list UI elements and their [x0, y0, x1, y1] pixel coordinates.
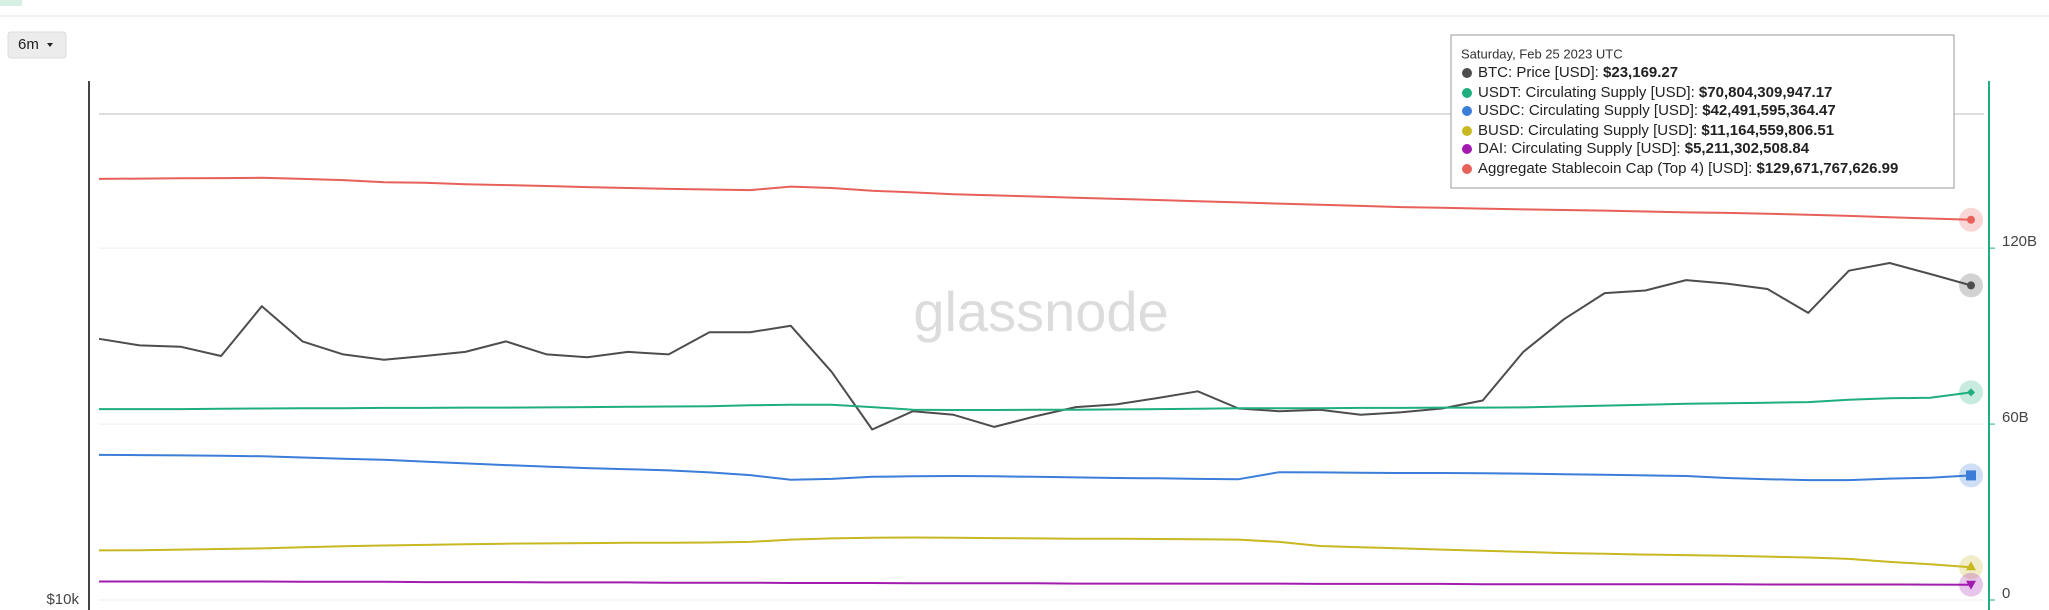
- y2-tick-label: 0: [2002, 585, 2010, 602]
- y-tick-label: $10k: [46, 591, 79, 608]
- series-line: [98, 453, 1972, 482]
- end-marker: [1967, 215, 1975, 224]
- end-marker: [1966, 561, 1976, 571]
- tooltip-row: DAI: Circulating Supply [USD]: $5,211,30…: [1478, 140, 1810, 157]
- tooltip-row: Aggregate Stablecoin Cap (Top 4) [USD]: …: [1478, 160, 1898, 177]
- series-line: [98, 176, 1972, 221]
- tooltip-row: USDC: Circulating Supply [USD]: $42,491,…: [1478, 102, 1836, 119]
- tooltip-value: $129,671,767,626.99: [1757, 160, 1899, 177]
- tooltip-label: USDC: Circulating Supply [USD]:: [1478, 102, 1698, 119]
- tooltip-label: USDT: Circulating Supply [USD]:: [1478, 84, 1695, 101]
- tooltip-label: Aggregate Stablecoin Cap (Top 4) [USD]:: [1478, 160, 1752, 177]
- tooltip-label: BTC: Price [USD]:: [1478, 64, 1599, 81]
- end-marker: [1966, 470, 1976, 481]
- tooltip-row: USDT: Circulating Supply [USD]: $70,804,…: [1478, 84, 1832, 101]
- end-marker: [1967, 388, 1975, 397]
- series-line: [99, 391, 1972, 411]
- tooltip-label: BUSD: Circulating Supply [USD]:: [1478, 122, 1697, 139]
- tooltip-value: $70,804,309,947.17: [1699, 84, 1832, 101]
- tooltip-row: BUSD: Circulating Supply [USD]: $11,164,…: [1478, 122, 1834, 139]
- tooltip-dot: [1462, 88, 1472, 98]
- series-line: [99, 580, 1972, 586]
- series-line: [98, 262, 1972, 431]
- watermark: glassnode: [913, 280, 1168, 343]
- range-button[interactable]: 6m: [7, 31, 67, 59]
- end-marker: [1966, 580, 1976, 590]
- tooltip-value: $5,211,302,508.84: [1685, 140, 1810, 157]
- tooltip-value: $42,491,595,364.47: [1702, 102, 1835, 119]
- y2-tick-label: 60B: [2002, 409, 2029, 426]
- tooltip-value: $23,169.27: [1603, 64, 1678, 81]
- range-button-caret[interactable]: [47, 43, 53, 47]
- tooltip-label: DAI: Circulating Supply [USD]:: [1478, 140, 1681, 157]
- tooltip-dot: [1462, 144, 1472, 154]
- range-button-label[interactable]: 6m: [18, 36, 39, 53]
- tooltip: Saturday, Feb 25 2023 UTC BTC: Price [US…: [1450, 34, 1955, 189]
- tooltip-dot: [1462, 164, 1472, 174]
- tooltip-value: $11,164,559,806.51: [1701, 122, 1834, 139]
- series-line: [98, 536, 1972, 569]
- tooltip-dot: [1462, 68, 1472, 78]
- tooltip-row: BTC: Price [USD]: $23,169.27: [1478, 64, 1678, 81]
- tooltip-title: Saturday, Feb 25 2023 UTC: [1461, 46, 1623, 61]
- legend-swatch: [0, 0, 22, 6]
- tooltip-dot: [1462, 126, 1472, 136]
- range-button-bg[interactable]: [7, 31, 67, 59]
- end-marker: [1967, 281, 1975, 290]
- y2-tick-label: 120B: [2002, 233, 2037, 250]
- tooltip-dot: [1462, 106, 1472, 116]
- tooltip-box: [1450, 34, 1955, 189]
